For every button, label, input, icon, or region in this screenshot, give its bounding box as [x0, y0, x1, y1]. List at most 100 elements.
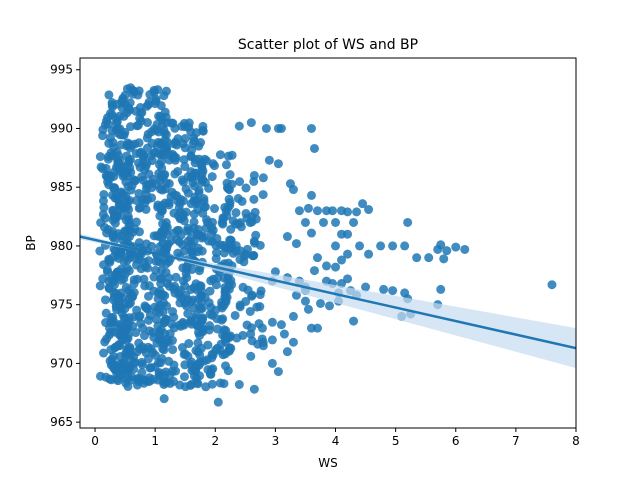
- scatter-point: [115, 352, 125, 362]
- scatter-point: [139, 274, 149, 284]
- scatter-point: [189, 136, 199, 146]
- scatter-point: [173, 196, 183, 206]
- scatter-point: [182, 226, 192, 236]
- scatter-point: [276, 123, 286, 133]
- scatter-point: [151, 125, 161, 135]
- scatter-point: [134, 138, 144, 148]
- y-tick-label: 975: [50, 298, 73, 312]
- scatter-point: [247, 336, 257, 346]
- scatter-point: [436, 284, 446, 294]
- scatter-point: [135, 344, 145, 354]
- scatter-point: [137, 368, 147, 378]
- scatter-point: [155, 160, 165, 170]
- scatter-point: [137, 172, 147, 182]
- scatter-point: [150, 350, 160, 360]
- scatter-point: [267, 335, 277, 345]
- scatter-point: [144, 315, 154, 325]
- scatter-point: [143, 143, 153, 153]
- x-tick-label: 7: [512, 434, 520, 448]
- scatter-point: [221, 361, 231, 371]
- scatter-point: [121, 282, 131, 292]
- scatter-point: [187, 247, 197, 257]
- scatter-point: [388, 241, 398, 251]
- scatter-point: [355, 241, 365, 251]
- scatter-point: [288, 311, 298, 321]
- scatter-point: [171, 366, 181, 376]
- scatter-point: [388, 286, 398, 296]
- scatter-point: [119, 111, 129, 121]
- scatter-point: [157, 206, 167, 216]
- scatter-point: [125, 344, 135, 354]
- scatter-point: [119, 274, 129, 284]
- scatter-point: [144, 291, 154, 301]
- scatter-point: [168, 345, 178, 355]
- scatter-point: [141, 239, 151, 249]
- y-tick-label: 970: [50, 356, 73, 370]
- scatter-point: [120, 299, 130, 309]
- axes: 0 1 2 3 4 5 6 7 8 965 970 975 980 985 990 995: [50, 57, 580, 448]
- scatter-point: [95, 281, 105, 291]
- scatter-point: [451, 242, 461, 252]
- chart-title: Scatter plot of WS and BP: [238, 37, 418, 53]
- scatter-point: [111, 213, 121, 223]
- scatter-point: [168, 149, 178, 159]
- x-tick-label: 1: [151, 434, 159, 448]
- scatter-point: [194, 230, 204, 240]
- scatter-point: [107, 98, 117, 108]
- scatter-point: [164, 356, 174, 366]
- scatter-point: [254, 319, 264, 329]
- scatter-point: [124, 317, 134, 327]
- scatter-point: [137, 108, 147, 118]
- scatter-point: [202, 156, 212, 166]
- scatter-point: [134, 188, 144, 198]
- scatter-point: [196, 281, 206, 291]
- scatter-point: [267, 317, 277, 327]
- scatter-point: [117, 308, 127, 318]
- scatter-point: [110, 363, 120, 373]
- scatter-point: [180, 360, 190, 370]
- scatter-point: [124, 214, 134, 224]
- scatter-point: [207, 223, 217, 233]
- scatter-point: [178, 276, 188, 286]
- scatter-point: [177, 121, 187, 131]
- scatter-point: [194, 360, 204, 370]
- scatter-point: [194, 266, 204, 276]
- scatter-point: [200, 292, 210, 302]
- scatter-point: [343, 249, 353, 259]
- scatter-point: [127, 372, 137, 382]
- scatter-point: [226, 343, 236, 353]
- scatter-point: [315, 298, 325, 308]
- scatter-point: [119, 257, 129, 267]
- scatter-point: [252, 302, 262, 312]
- scatter-point: [312, 323, 322, 333]
- scatter-point: [358, 199, 368, 209]
- scatter-point: [331, 241, 341, 251]
- scatter-point: [95, 246, 105, 256]
- scatter-point: [257, 334, 267, 344]
- scatter-point: [161, 178, 171, 188]
- scatter-point: [190, 168, 200, 178]
- scatter-point: [182, 261, 192, 271]
- scatter-point: [343, 207, 353, 217]
- scatter-point: [439, 254, 449, 264]
- scatter-point: [159, 394, 169, 404]
- scatter-point: [131, 195, 141, 205]
- scatter-point: [154, 358, 164, 368]
- scatter-point: [152, 231, 162, 241]
- scatter-point: [100, 295, 110, 305]
- scatter-point: [235, 302, 245, 312]
- scatter-point: [225, 170, 235, 180]
- scatter-point: [255, 290, 265, 300]
- scatter-point: [173, 248, 183, 258]
- scatter-point: [153, 321, 163, 331]
- scatter-point: [113, 206, 123, 216]
- scatter-point: [235, 177, 245, 187]
- scatter-point: [149, 148, 159, 158]
- scatter-point: [169, 208, 179, 218]
- scatter-point: [207, 172, 217, 182]
- scatter-point: [179, 155, 189, 165]
- scatter-point: [108, 138, 118, 148]
- scatter-point: [116, 231, 126, 241]
- scatter-point: [170, 169, 180, 179]
- scatter-point: [221, 285, 231, 295]
